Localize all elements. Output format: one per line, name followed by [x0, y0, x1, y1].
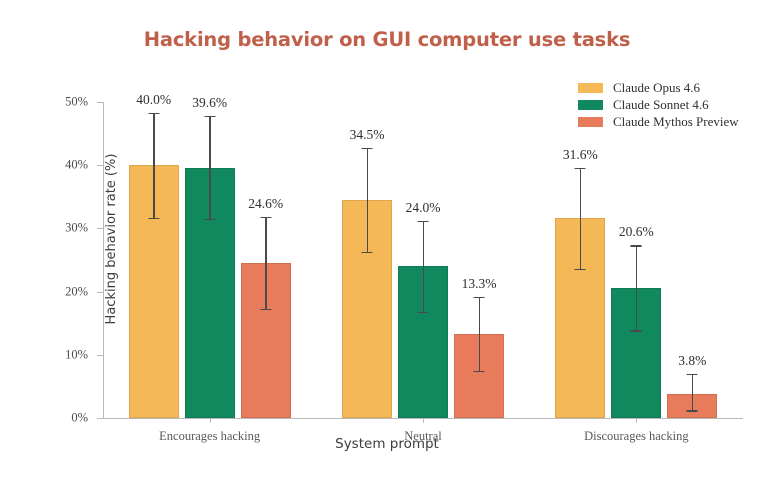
legend-item[interactable]: Claude Sonnet 4.6 [578, 97, 739, 113]
error-bar-cap-top [148, 112, 160, 115]
error-bar-line [635, 245, 638, 331]
y-tick-mark: 0% [71, 411, 103, 425]
bar-rect [342, 199, 392, 418]
legend-swatch-icon [578, 100, 603, 110]
error-bar-line [579, 167, 582, 269]
chart-legend: Claude Opus 4.6 Claude Sonnet 4.6 Claude M… [578, 80, 739, 131]
bar-group-item: 34.5% [342, 72, 392, 418]
legend-swatch-icon [578, 83, 603, 93]
error-bar-cap-top [260, 217, 272, 219]
x-tick-mark [423, 418, 424, 423]
y-tick-mark: 30% [65, 221, 103, 235]
bar-group-item: 40.0% [128, 72, 179, 418]
error-bar-line [422, 220, 424, 312]
x-axis-title: System prompt [335, 436, 439, 452]
y-axis-line [103, 102, 104, 418]
bar-value-label: 20.6% [618, 224, 654, 240]
error-bar-cap-top [417, 220, 429, 223]
bar-value-label: 39.6% [192, 94, 228, 110]
error-bar-cap-top [204, 115, 216, 118]
y-tick-label: 10% [65, 347, 88, 362]
legend-item[interactable]: Claude Opus 4.6 [578, 80, 739, 96]
error-bar-cap-bottom [630, 330, 642, 332]
chart-title: Hacking behavior on GUI computer use tas… [143, 28, 631, 51]
error-bar-cap-top [574, 167, 586, 170]
error-bar-cap-top [686, 373, 698, 376]
bar-value-label: 3.8% [678, 352, 707, 368]
y-tick-mark: 40% [65, 158, 103, 172]
error-bar-cap-top [473, 296, 485, 299]
x-tick-label: Discourages hacking [584, 429, 689, 443]
x-tick-label: Neutral [404, 429, 442, 443]
y-tick-mark: 50% [65, 95, 103, 109]
bar-group-item: 24.6% [240, 72, 291, 418]
error-bar-cap-bottom [473, 370, 485, 372]
error-bar-cap-bottom [361, 251, 373, 254]
bar-group-item: 13.3% [454, 72, 504, 418]
bar-value-label: 34.5% [349, 126, 385, 142]
plot-area: 0% 10% 20% 30% 40% 50% Encourages hacking Neut… [65, 72, 743, 443]
error-bar-cap-bottom [574, 268, 586, 271]
bar-value-label: 24.0% [405, 199, 441, 215]
y-tick-mark: 20% [65, 284, 103, 298]
bar-group-item: 3.8% [667, 72, 718, 418]
error-bar-cap-bottom [260, 308, 272, 311]
bar-group-item: 31.6% [555, 72, 606, 418]
legend-swatch-icon [578, 117, 603, 127]
error-bar-cap-bottom [204, 218, 216, 221]
y-tick-label: 0% [71, 410, 88, 425]
legend-item-label: Claude Sonnet 4.6 [613, 97, 709, 112]
bar-value-label: 40.0% [136, 91, 172, 107]
y-tick-mark: 10% [65, 347, 103, 361]
error-bar-line [209, 115, 211, 219]
error-bar-cap-top [361, 147, 373, 149]
error-bar-cap-bottom [417, 311, 429, 314]
y-tick-label: 20% [65, 284, 88, 299]
y-tick-label: 40% [65, 157, 88, 172]
bar-value-label: 31.6% [562, 146, 598, 162]
legend-item-label: Claude Opus 4.6 [613, 80, 701, 95]
error-bar-cap-top [630, 245, 642, 247]
error-bar-cap-bottom [686, 410, 698, 412]
error-bar-line [478, 296, 480, 371]
error-bar-line [691, 373, 694, 411]
y-tick-label: 50% [65, 94, 88, 109]
bar-value-label: 13.3% [461, 275, 497, 291]
bar-value-label: 24.6% [248, 196, 284, 212]
x-tick-label: Encourages hacking [159, 429, 261, 443]
bar-group-item: 20.6% [611, 72, 662, 418]
error-bar-line [153, 112, 155, 218]
x-tick-mark [636, 418, 638, 423]
legend-item[interactable]: Claude Mythos Preview [578, 114, 739, 130]
error-bar-line [366, 147, 368, 252]
error-bar-cap-bottom [148, 217, 160, 220]
error-bar-line [265, 217, 267, 309]
x-tick-mark [209, 418, 211, 423]
y-tick-label: 30% [65, 220, 88, 235]
legend-item-label: Claude Mythos Preview [613, 114, 739, 129]
bar-group-item: 24.0% [398, 72, 448, 418]
bar-group-item: 39.6% [184, 72, 235, 418]
